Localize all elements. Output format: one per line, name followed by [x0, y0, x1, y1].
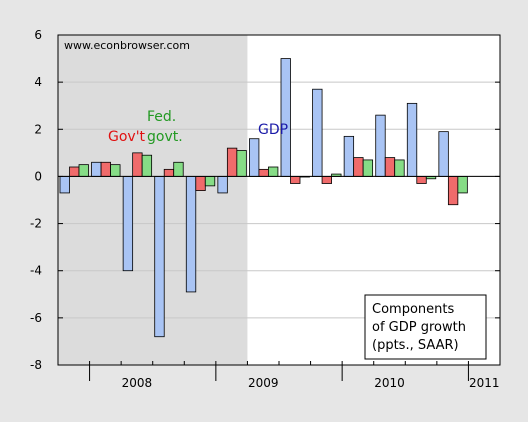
- bar-gdp-2008Q1: [91, 161, 102, 177]
- bar-gdp-2009Q4: [312, 88, 323, 177]
- caption-line: of GDP growth: [372, 320, 466, 335]
- bar-govt-2008Q1: [100, 161, 111, 177]
- y-tick-label: 4: [34, 75, 42, 89]
- x-year-label: 2009: [248, 376, 279, 390]
- x-year-label: 2010: [374, 376, 405, 390]
- bar-fed-govt-2010Q1: [362, 159, 374, 177]
- bar-govt-2010Q2: [384, 157, 396, 177]
- y-tick-label: -6: [30, 311, 42, 325]
- bar-gdp-2009Q1: [217, 176, 228, 194]
- bar-govt-2010Q3: [416, 176, 427, 184]
- y-tick-label: -2: [30, 217, 42, 231]
- bar-fed-govt-2008Q4: [204, 176, 216, 187]
- bar-gdp-2010Q3: [406, 102, 418, 177]
- y-tick-label: -8: [30, 358, 42, 372]
- y-tick-label: 0: [34, 169, 42, 183]
- shaded-region: [58, 35, 248, 365]
- bar-fed-govt-2008Q1: [110, 164, 121, 177]
- x-year-label: 2011: [469, 376, 500, 390]
- caption-box: [364, 294, 487, 360]
- x-year-label: 2008: [122, 376, 153, 390]
- bar-gdp-2009Q3: [280, 58, 291, 177]
- bar-fed-govt-2009Q2: [268, 166, 279, 177]
- bar-gdp-2008Q3: [154, 176, 165, 338]
- bar-govt-2010Q1: [353, 157, 364, 177]
- bar-fed-govt-2010Q4: [457, 176, 468, 194]
- bar-govt-2009Q4: [321, 176, 332, 184]
- series-label-fed: Fed.: [147, 109, 176, 125]
- bar-gdp-2010Q1: [343, 135, 355, 177]
- bar-gdp-2009Q2: [249, 138, 260, 177]
- bar-fed-govt-2007Q4: [78, 164, 89, 177]
- bar-govt-2008Q4: [195, 176, 206, 191]
- caption-line: Components: [372, 302, 454, 317]
- series-label-gdp: GDP: [258, 122, 288, 138]
- bar-govt-2007Q4: [69, 166, 80, 177]
- caption-line: (ppts., SAAR): [372, 338, 459, 353]
- bar-govt-2009Q3: [290, 176, 301, 184]
- bar-govt-2008Q2: [132, 152, 143, 177]
- bar-govt-2009Q2: [258, 168, 269, 177]
- bar-fed-govt-2008Q2: [141, 154, 153, 177]
- series-label-govt: Gov't: [108, 129, 146, 145]
- bar-fed-govt-2010Q2: [394, 159, 405, 177]
- bar-gdp-2010Q4: [438, 131, 449, 177]
- bar-gdp-2007Q4: [59, 176, 70, 194]
- bar-govt-2009Q1: [226, 147, 238, 177]
- bar-govt-2008Q3: [163, 168, 175, 177]
- series-label-fed-line2: govt.: [147, 129, 183, 145]
- bar-govt-2010Q4: [447, 176, 459, 206]
- y-tick-label: 2: [34, 122, 42, 136]
- bar-gdp-2008Q2: [122, 176, 134, 272]
- bar-fed-govt-2008Q3: [173, 161, 184, 177]
- bar-gdp-2010Q2: [375, 114, 386, 177]
- bar-gdp-2008Q4: [185, 176, 197, 293]
- watermark: www.econbrowser.com: [64, 39, 190, 52]
- bar-fed-govt-2009Q1: [236, 150, 247, 177]
- y-tick-label: 6: [34, 28, 42, 42]
- y-tick-label: -4: [30, 264, 42, 278]
